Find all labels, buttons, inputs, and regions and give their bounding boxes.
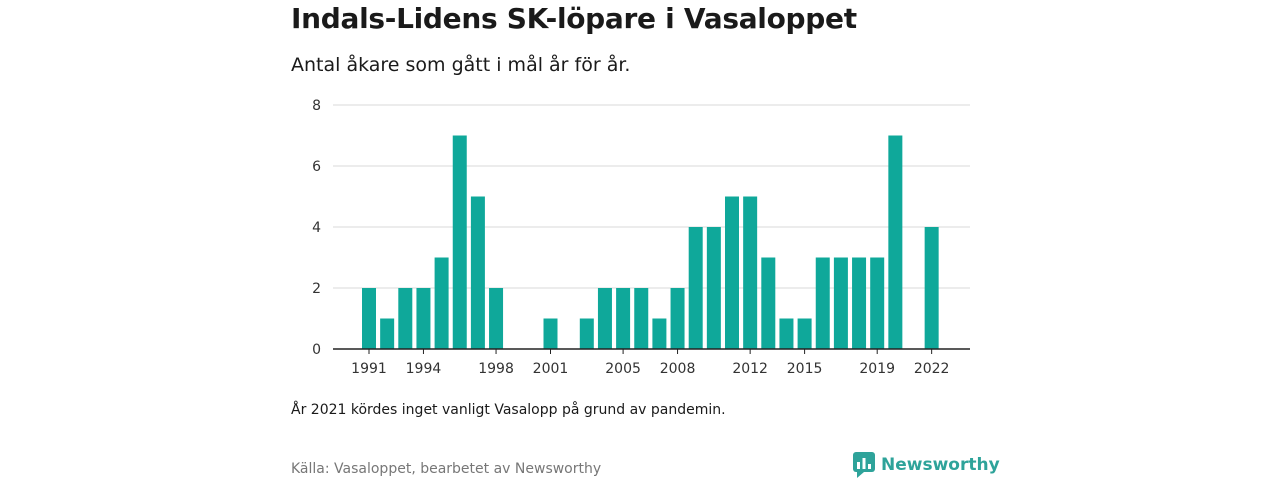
bar (852, 257, 867, 349)
bar (888, 135, 903, 349)
x-tick-label: 1994 (406, 361, 442, 377)
bar (634, 288, 649, 349)
bar (870, 257, 885, 349)
bar-chart: 0 2 4 6 8 1991 1994 1998 2001 2005 2008 2012 2015 201… (312, 98, 970, 377)
bar (362, 288, 376, 349)
x-tick-label: 2001 (533, 361, 569, 377)
brand-logo: Newsworthy (853, 452, 1000, 478)
x-tick-label: 2022 (914, 361, 950, 377)
bar (761, 257, 776, 349)
bar (670, 288, 685, 349)
bar (398, 288, 413, 349)
bar (797, 318, 812, 349)
bar (597, 288, 612, 349)
x-tick-label: 2019 (859, 361, 895, 377)
bar (579, 318, 594, 349)
bar (924, 227, 939, 349)
bar (416, 288, 431, 349)
x-tick-label: 2015 (787, 361, 823, 377)
x-tick-label: 2008 (660, 361, 696, 377)
brand-name: Newsworthy (881, 455, 1000, 475)
x-tick-label: 2012 (732, 361, 768, 377)
bar (616, 288, 631, 349)
source-text: Källa: Vasaloppet, bearbetet av Newswort… (291, 461, 602, 477)
bar (434, 257, 449, 349)
bar (452, 135, 467, 349)
bar (833, 257, 848, 349)
chart-title: Indals-Lidens SK-löpare i Vasaloppet (291, 2, 857, 35)
chart-subtitle: Antal åkare som gått i mål år för år. (291, 54, 631, 76)
x-tick-label: 1991 (351, 361, 387, 377)
bar (706, 227, 721, 349)
bar (652, 318, 667, 349)
bar (543, 318, 558, 349)
bar (815, 257, 830, 349)
y-tick-label: 6 (312, 159, 321, 175)
bar (779, 318, 794, 349)
bar (470, 196, 485, 349)
bar (489, 288, 504, 349)
y-tick-label: 0 (312, 342, 321, 358)
x-tick-label: 2005 (605, 361, 641, 377)
bar (743, 196, 758, 349)
y-tick-label: 8 (312, 98, 321, 114)
y-tick-label: 2 (312, 281, 321, 297)
bar (725, 196, 739, 349)
newsworthy-logo-icon (853, 452, 875, 478)
y-tick-label: 4 (312, 220, 321, 236)
bar (688, 227, 703, 349)
x-tick-label: 1998 (478, 361, 514, 377)
chart-note: År 2021 kördes inget vanligt Vasalopp på… (291, 402, 726, 418)
bar (380, 318, 395, 349)
